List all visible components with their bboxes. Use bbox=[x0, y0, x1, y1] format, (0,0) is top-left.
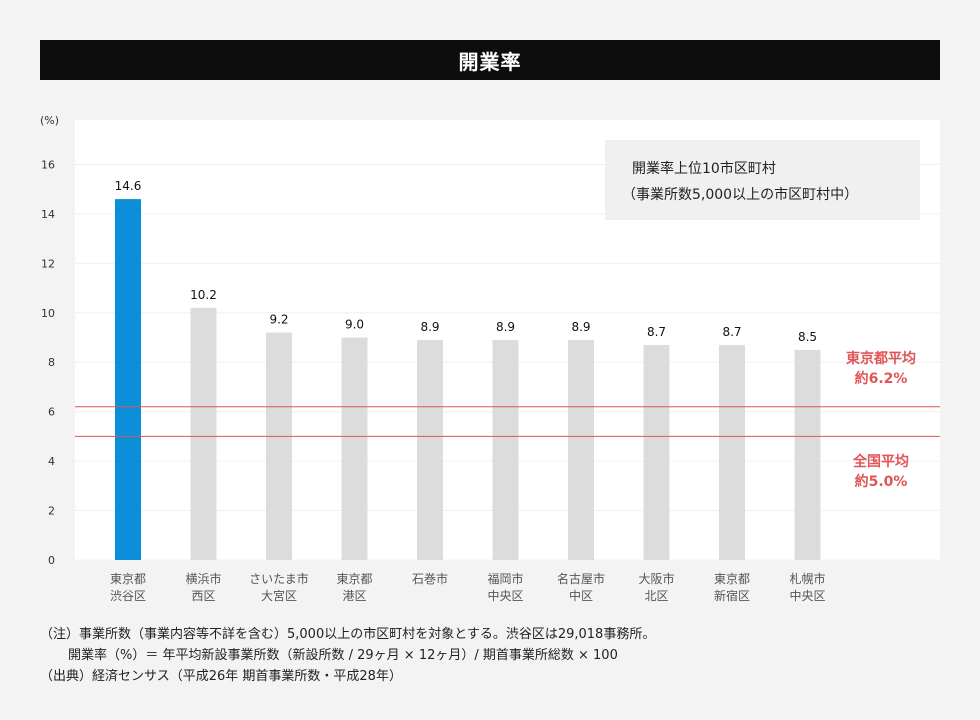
y-tick-label: 2 bbox=[48, 505, 55, 518]
x-category-label: 石巻市 bbox=[412, 571, 448, 586]
bar-value-label: 8.9 bbox=[420, 320, 439, 334]
bar-8 bbox=[719, 344, 745, 560]
legend-line-1: 開業率上位10市区町村 bbox=[632, 160, 776, 177]
bar-0 bbox=[115, 199, 141, 560]
bar-2 bbox=[266, 332, 292, 560]
legend-line-2: （事業所数5,000以上の市区町村中） bbox=[622, 186, 858, 203]
reference-line-label: 全国平均 bbox=[852, 453, 909, 470]
y-tick-label: 8 bbox=[48, 356, 55, 369]
bar-6 bbox=[568, 340, 594, 560]
x-category-label: 札幌市 bbox=[789, 571, 825, 586]
chart-title: 開業率 bbox=[40, 40, 940, 80]
bar-3 bbox=[341, 337, 368, 560]
bar-7 bbox=[643, 344, 670, 560]
footnotes: （注）事業所数（事業内容等不詳を含む）5,000以上の市区町村を対象とする。渋谷… bbox=[40, 624, 940, 687]
x-category-label: 東京都 bbox=[110, 572, 146, 586]
legend-box: 開業率上位10市区町村 （事業所数5,000以上の市区町村中） bbox=[605, 140, 920, 220]
bar-value-label: 8.7 bbox=[647, 325, 666, 339]
y-tick-label: 4 bbox=[48, 455, 55, 468]
x-category-label: さいたま市 bbox=[249, 571, 309, 586]
note-line-2: 開業率（%）＝ 年平均新設事業所数（新設所数 / 29ヶ月 × 12ヶ月）/ 期… bbox=[68, 648, 618, 663]
bar-value-label: 8.7 bbox=[722, 325, 741, 339]
reference-line-label: 約5.0% bbox=[855, 473, 908, 490]
bar-value-label: 8.5 bbox=[798, 330, 817, 344]
y-tick-label: 6 bbox=[48, 406, 55, 419]
x-category-label: 西区 bbox=[191, 589, 215, 603]
x-category-label: 北区 bbox=[644, 589, 668, 603]
x-category-label: 横浜市 bbox=[185, 571, 221, 586]
x-category-label: 東京都 bbox=[336, 572, 372, 586]
bar-9 bbox=[794, 349, 821, 560]
bar-5 bbox=[492, 340, 519, 560]
note-line-1: （注）事業所数（事業内容等不詳を含む）5,000以上の市区町村を対象とする。渋谷… bbox=[40, 627, 656, 642]
source-line: （出典）経済センサス（平成26年 期首事業所数・平成28年） bbox=[40, 669, 402, 684]
bar-value-label: 9.0 bbox=[345, 318, 364, 332]
x-category-label: 中央区 bbox=[789, 588, 825, 603]
x-category-label: 港区 bbox=[342, 589, 366, 603]
x-category-label: 大阪市 bbox=[638, 571, 674, 586]
x-category-label: 東京都 bbox=[714, 572, 750, 586]
x-category-label: 大宮区 bbox=[261, 588, 297, 603]
x-category-label: 福岡市 bbox=[487, 571, 523, 586]
x-category-label: 中央区 bbox=[487, 588, 523, 603]
bar-value-label: 8.9 bbox=[571, 320, 590, 334]
bar-value-label: 14.6 bbox=[115, 179, 142, 193]
y-unit-label: (%) bbox=[40, 114, 59, 127]
x-category-label: 中区 bbox=[569, 588, 593, 603]
y-tick-label: 0 bbox=[48, 554, 55, 567]
y-tick-label: 12 bbox=[41, 257, 55, 270]
reference-line-label: 東京都平均 bbox=[846, 350, 916, 367]
bar-1 bbox=[190, 307, 217, 560]
x-category-label: 渋谷区 bbox=[110, 589, 146, 603]
y-tick-label: 16 bbox=[41, 158, 55, 171]
x-category-label: 新宿区 bbox=[714, 588, 750, 603]
y-tick-label: 14 bbox=[41, 208, 55, 221]
bar-value-label: 9.2 bbox=[269, 313, 288, 327]
bar-4 bbox=[417, 340, 443, 560]
bar-value-label: 10.2 bbox=[190, 288, 217, 302]
y-tick-label: 10 bbox=[41, 307, 55, 320]
x-category-label: 名古屋市 bbox=[557, 571, 605, 586]
bar-value-label: 8.9 bbox=[496, 320, 515, 334]
reference-line-label: 約6.2% bbox=[855, 370, 908, 387]
